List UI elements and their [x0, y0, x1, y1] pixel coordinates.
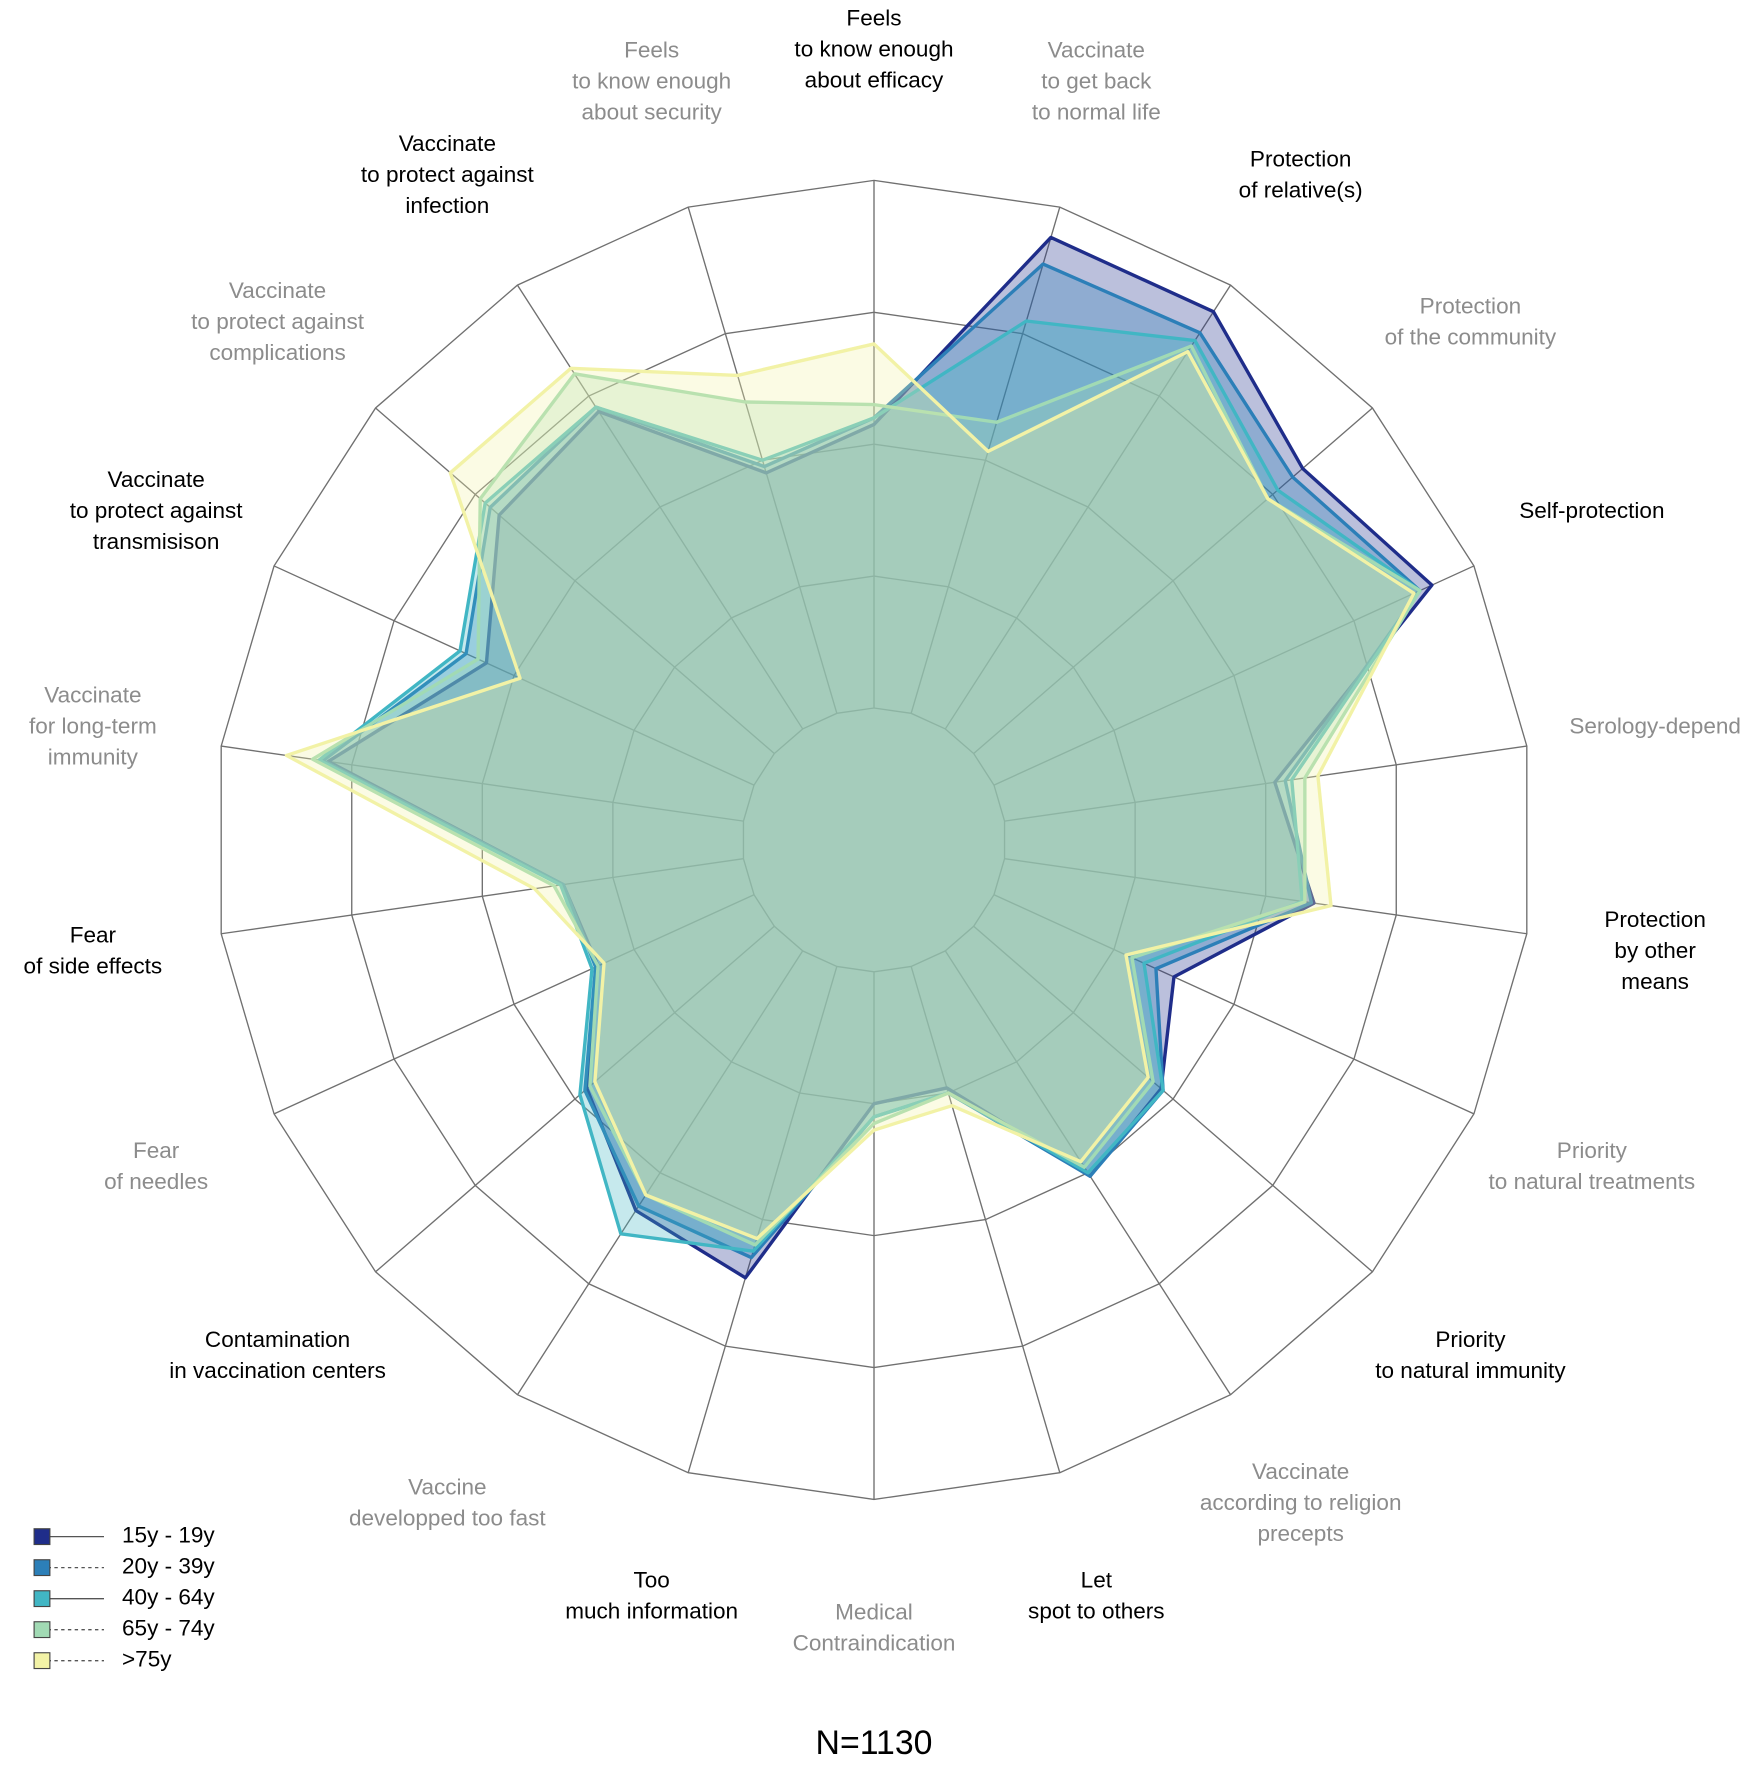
legend-swatch [33, 1528, 51, 1546]
grid-spoke [993, 565, 1475, 786]
axis-label: Priority to natural immunity [1375, 1327, 1566, 1383]
series-area [310, 344, 1422, 1247]
legend-label: >75y [122, 1647, 172, 1672]
grid-spoke [973, 925, 1373, 1273]
axis-label: Protection of the community [1385, 294, 1557, 350]
grid-spoke [516, 950, 804, 1396]
axis-label: Feels to know enough about efficacy [794, 6, 953, 93]
legend-label: 65y - 74y [122, 1616, 215, 1641]
legend-label: 15y - 19y [122, 1523, 215, 1548]
axis-label: Feels to know enough about security [572, 38, 731, 125]
grid-spoke [687, 966, 838, 1473]
grid-spoke [375, 925, 775, 1273]
legend-swatch [33, 1621, 51, 1639]
axis-label: Fear of needles [104, 1138, 208, 1194]
grid-spoke [516, 284, 804, 730]
axis-label: Self-protection [1519, 498, 1664, 523]
grid-spoke [1004, 745, 1527, 822]
grid-spoke [273, 565, 755, 786]
axis-label: Vaccinate for long-term immunity [29, 683, 157, 770]
grid-spoke [375, 407, 775, 755]
axis-label: Fear of side effects [24, 923, 163, 979]
axis-label: Serology-depend [1569, 714, 1741, 739]
legend-label: 40y - 64y [122, 1585, 215, 1610]
grid-spoke [221, 858, 744, 935]
axis-label: Protection by other means [1604, 907, 1705, 994]
axis-label: Contamination in vaccination centers [169, 1327, 386, 1383]
legend-label: 20y - 39y [122, 1554, 215, 1579]
grid-spoke [973, 407, 1373, 755]
axis-label: Vaccinate to protect against infection [361, 131, 535, 218]
axis-label: Vaccinate to protect against transmisison [70, 467, 244, 554]
grid-spoke [944, 284, 1232, 730]
legend-swatch [33, 1559, 51, 1577]
grid-spoke [910, 966, 1061, 1473]
grid-spoke [910, 206, 1061, 714]
grid-spoke [221, 745, 744, 822]
axis-label: Vaccinate to get back to normal life [1032, 38, 1161, 125]
axis-label: Vaccinate according to religion precepts [1200, 1459, 1402, 1546]
axis-label: Let spot to others [1028, 1568, 1165, 1624]
axis-labels: Feels to know enough about efficacy Vaccina… [24, 6, 1741, 1656]
grid-spoke [1004, 858, 1527, 935]
grid-spoke [273, 894, 755, 1115]
legend-swatch [33, 1652, 51, 1670]
axis-label: Medical Contraindication [793, 1600, 956, 1656]
grid [220, 179, 1528, 1501]
grid-spoke [993, 894, 1475, 1115]
axis-label: Priority to natural treatments [1489, 1138, 1696, 1194]
axis-label: Vaccine developped too fast [349, 1474, 546, 1530]
axis-label: Too much information [565, 1568, 738, 1624]
series-area [326, 235, 1434, 1280]
caption: N=1130 [816, 1724, 933, 1762]
axis-label: Protection of relative(s) [1239, 146, 1363, 202]
plot-area [284, 235, 1434, 1280]
legend-swatch [33, 1590, 51, 1608]
axis-label: Vaccinate to protect against complications [191, 278, 365, 365]
legend: 15y - 19y 20y - 39y 40y - 64y 65y - 74y >75y [33, 1523, 215, 1672]
series-area [284, 342, 1416, 1241]
